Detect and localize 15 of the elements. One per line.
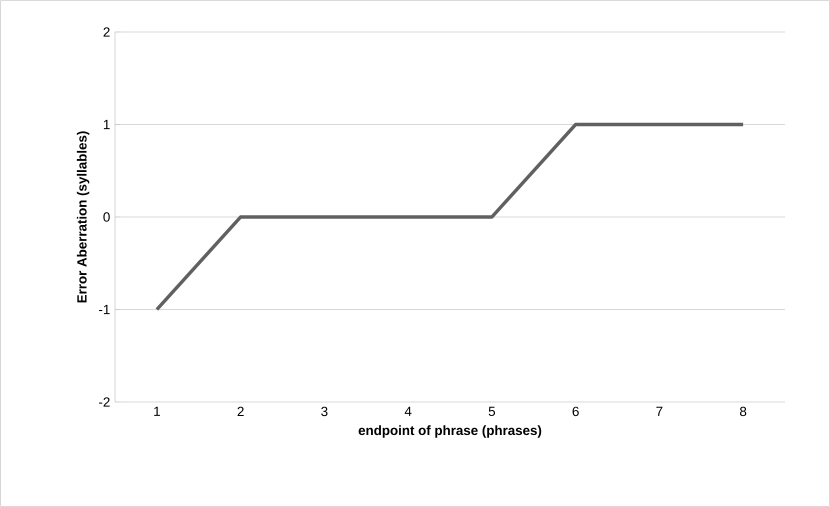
- x-tick-label: 5: [488, 406, 496, 416]
- y-tick-label: 1: [104, 120, 110, 130]
- y-tick-label: 0: [103, 212, 110, 222]
- x-tick-label: 2: [238, 406, 244, 416]
- x-tick-label: 6: [572, 406, 579, 416]
- x-tick-label: 1: [154, 406, 160, 416]
- y-axis-title: Error Aberration (syllables): [76, 131, 90, 302]
- x-tick-label: 8: [740, 406, 746, 416]
- y-tick-label: -2: [99, 397, 110, 407]
- x-axis-title: endpoint of phrase (phrases): [358, 425, 542, 438]
- x-tick-label: 7: [656, 406, 662, 416]
- y-tick-label: 2: [104, 27, 110, 37]
- x-tick-label: 4: [404, 406, 412, 416]
- x-tick-label: 3: [321, 406, 328, 416]
- y-tick-label: -1: [99, 304, 110, 314]
